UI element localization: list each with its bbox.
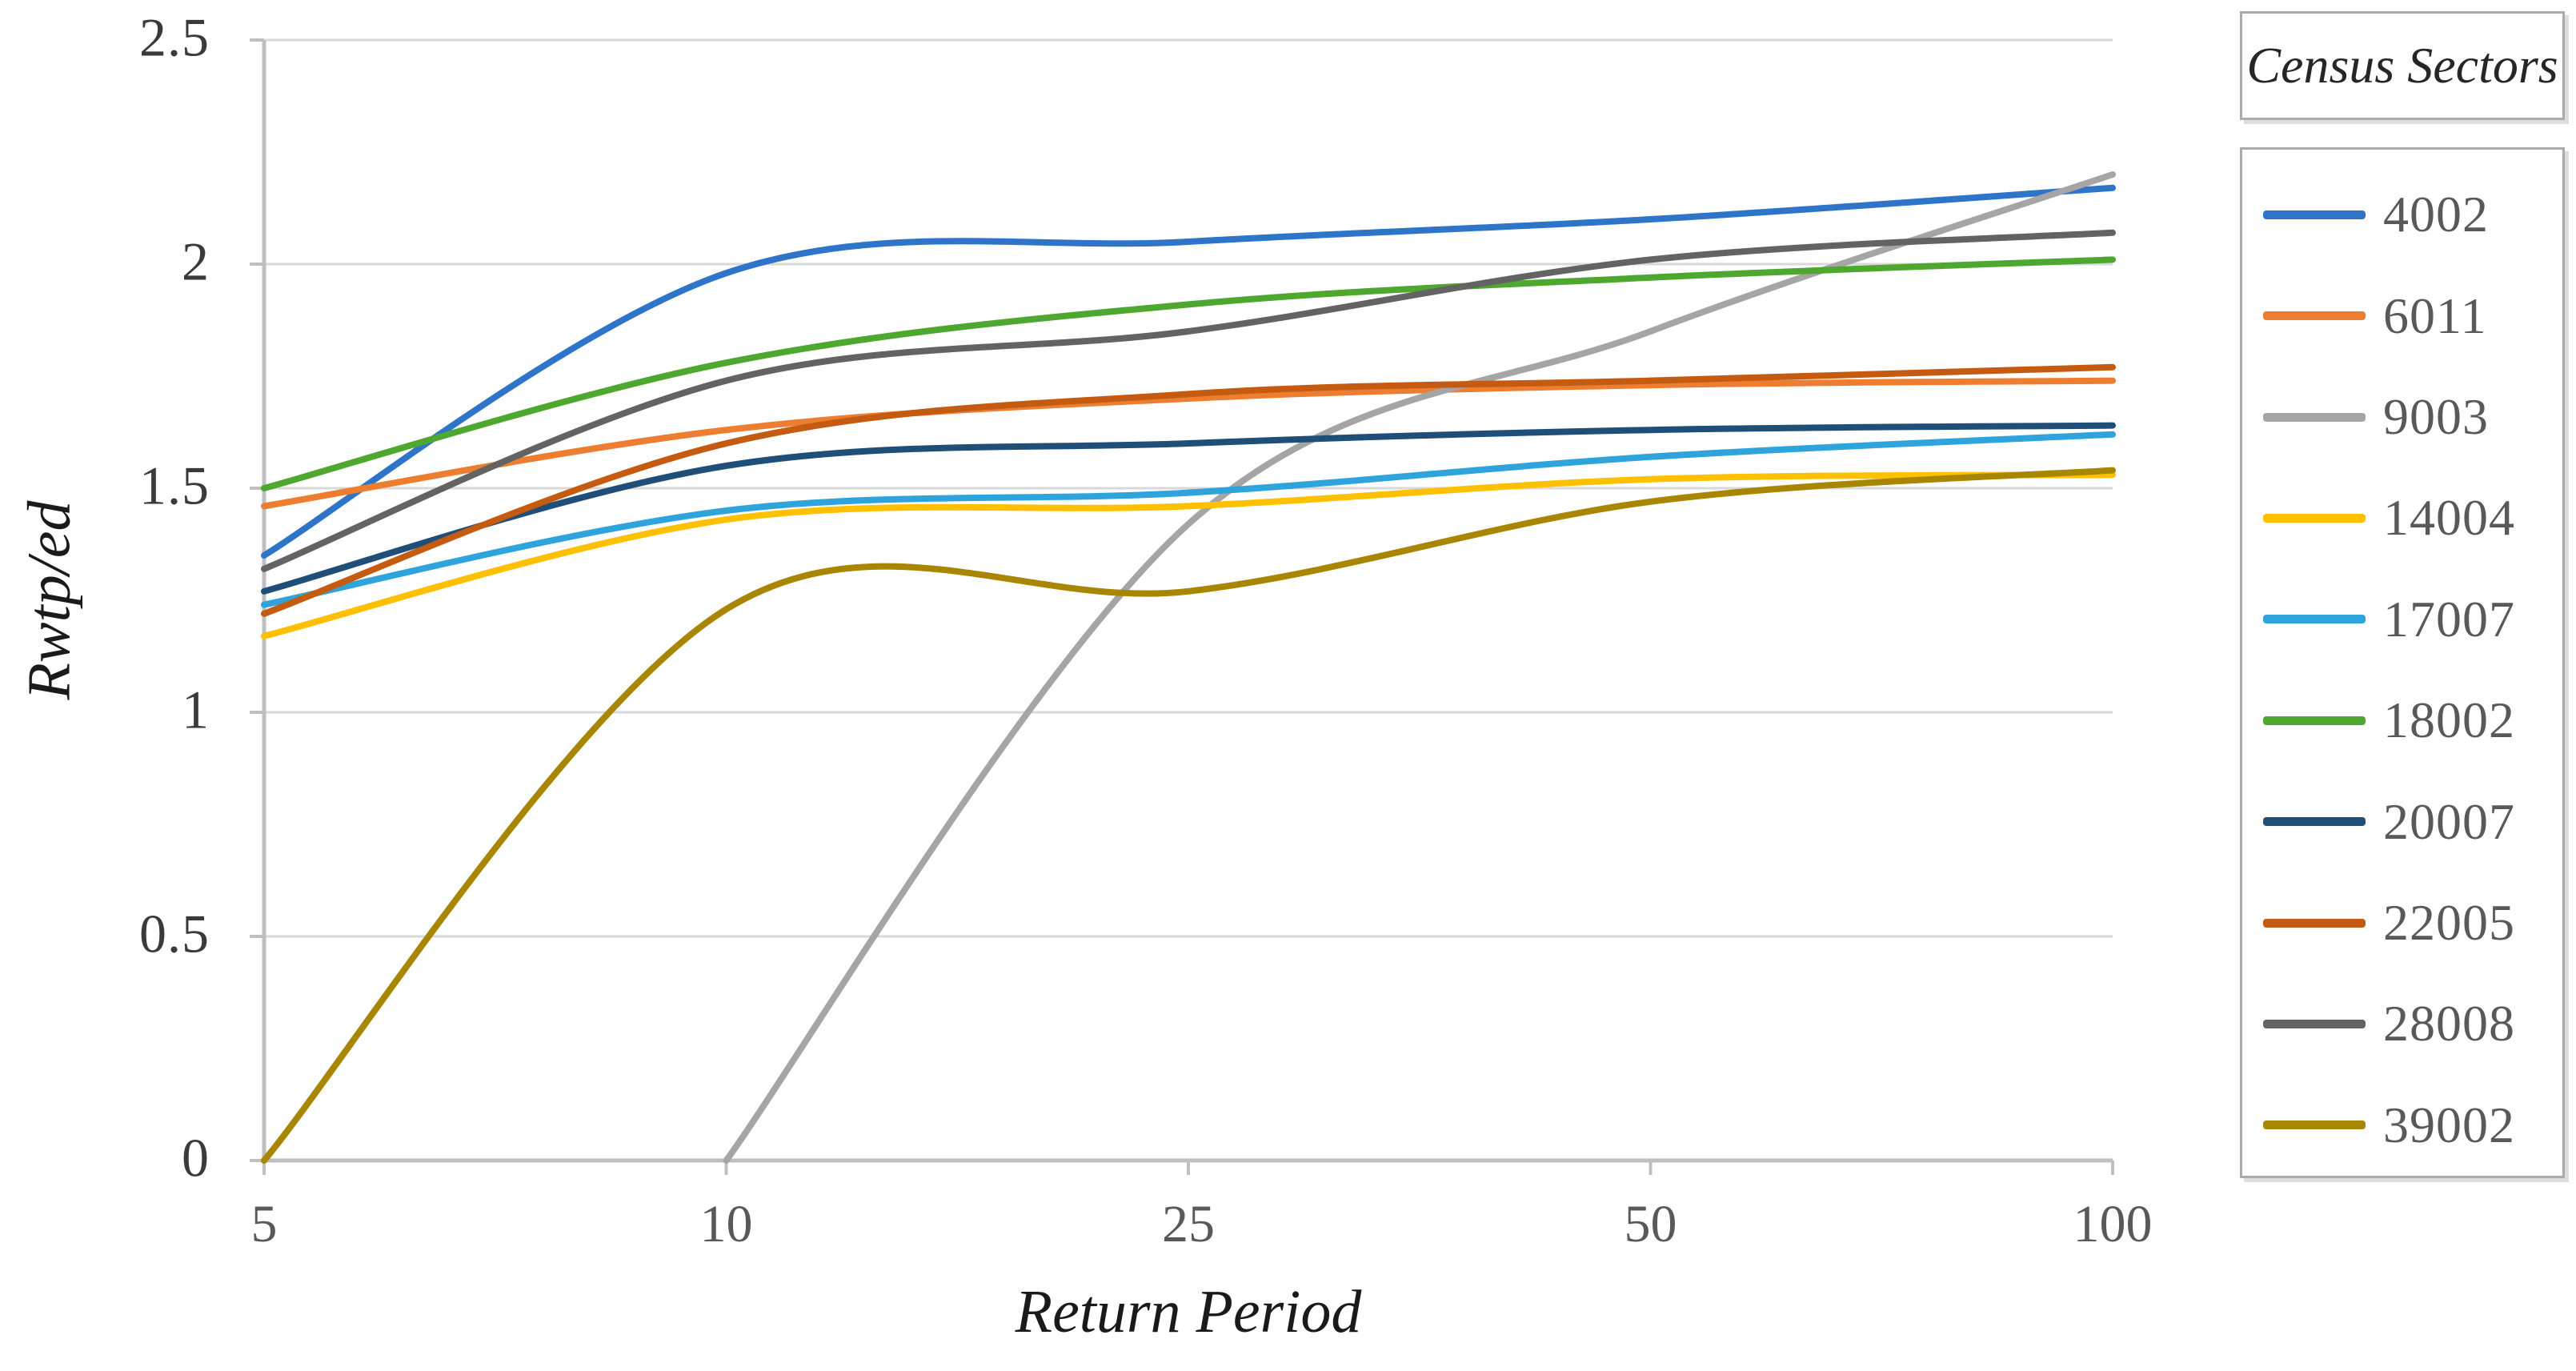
series-line-6011	[261, 377, 2116, 510]
series-line-17007	[261, 431, 2116, 608]
legend-item-label: 17007	[2383, 590, 2515, 647]
series-line-39002	[261, 467, 2116, 1164]
series-line-22005	[261, 363, 2116, 617]
y-tick-label: 2	[182, 231, 210, 292]
legend-item-9003: 9003	[2242, 367, 2562, 467]
legend-item-label: 28008	[2383, 995, 2515, 1052]
series-line-14004	[261, 471, 2116, 639]
series-line-9003	[723, 171, 2116, 1164]
legend-item-17007: 17007	[2242, 569, 2562, 670]
series-line-20007	[261, 422, 2116, 595]
x-tick-label: 100	[2073, 1195, 2153, 1253]
series-line-4002	[261, 184, 2116, 559]
legend-item-label: 39002	[2383, 1096, 2515, 1153]
y-tick-label: 2.5	[139, 6, 210, 68]
legend-item-39002: 39002	[2242, 1075, 2562, 1176]
legend-item-label: 22005	[2383, 894, 2515, 952]
legend-item-label: 20007	[2383, 792, 2515, 850]
legend-swatch-icon	[2263, 311, 2366, 321]
legend-swatch-icon	[2263, 210, 2366, 219]
legend-swatch-icon	[2263, 817, 2366, 827]
legend-item-28008: 28008	[2242, 973, 2562, 1074]
y-axis-title: Rwtp/ed	[15, 500, 83, 700]
series-line-28008	[261, 229, 2116, 572]
legend-swatch-icon	[2263, 412, 2366, 422]
series-line-18002	[261, 256, 2116, 491]
legend-item-label: 18002	[2383, 692, 2515, 749]
legend-swatch-icon	[2263, 1019, 2366, 1028]
x-tick-label: 10	[699, 1195, 753, 1253]
legend-swatch-icon	[2263, 918, 2366, 928]
y-tick-label: 1	[182, 679, 210, 740]
x-axis-title: Return Period	[1015, 1278, 1362, 1345]
y-tick-label: 0.5	[139, 903, 210, 964]
legend-item-4002: 4002	[2242, 164, 2562, 265]
legend-item-label: 14004	[2383, 489, 2515, 547]
legend-swatch-icon	[2263, 615, 2366, 624]
legend: 4002 6011 9003 14004 17007 18002 20007 22005 280…	[2240, 147, 2565, 1178]
y-tick-label: 1.5	[139, 455, 210, 516]
legend-title-box: Census Sectors	[2240, 11, 2565, 120]
legend-item-label: 4002	[2383, 186, 2489, 243]
x-tick-label: 50	[1624, 1195, 1677, 1253]
legend-swatch-icon	[2263, 513, 2366, 523]
legend-item-label: 9003	[2383, 388, 2489, 446]
x-tick-label: 25	[1162, 1195, 1215, 1253]
legend-item-14004: 14004	[2242, 467, 2562, 568]
legend-title: Census Sectors	[2246, 37, 2558, 94]
x-tick-label: 5	[250, 1195, 278, 1253]
legend-item-20007: 20007	[2242, 771, 2562, 872]
legend-item-22005: 22005	[2242, 872, 2562, 973]
legend-item-18002: 18002	[2242, 670, 2562, 771]
legend-item-label: 6011	[2383, 287, 2487, 344]
legend-swatch-icon	[2263, 716, 2366, 725]
legend-swatch-icon	[2263, 1120, 2366, 1130]
y-tick-label: 0	[182, 1127, 210, 1189]
legend-item-6011: 6011	[2242, 265, 2562, 366]
